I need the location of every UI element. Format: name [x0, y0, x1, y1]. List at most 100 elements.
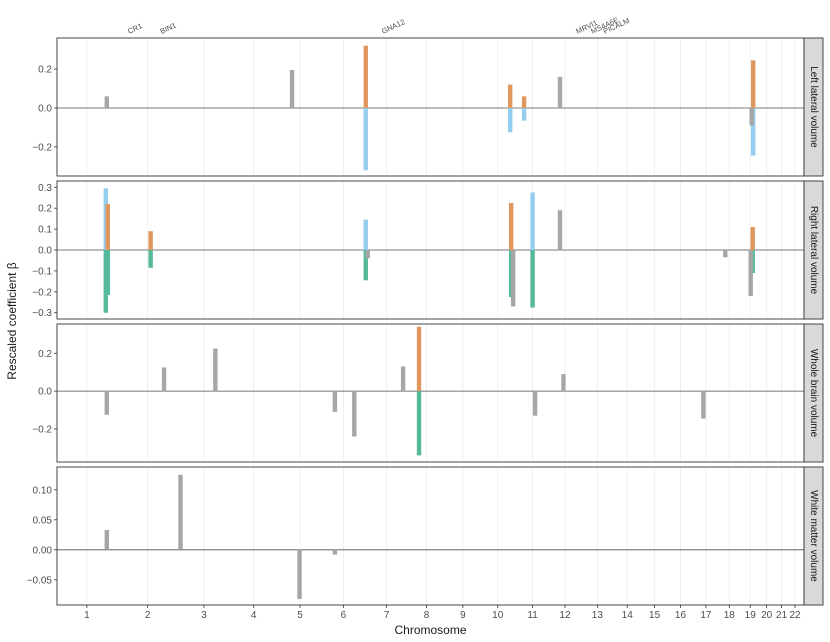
x-tick-label: 4	[251, 610, 257, 621]
x-tick-label: 15	[649, 610, 661, 621]
panel-border	[56, 37, 805, 177]
bar-mark	[363, 250, 368, 281]
y-tick-label: 0.0	[38, 387, 52, 398]
facet-panel: 0.10 0.05 0.00 −0.05 White matter volume	[27, 466, 824, 606]
facet-strip	[803, 323, 824, 463]
bar-mark	[557, 210, 563, 250]
facet-strip-label: Whole brain volume	[808, 349, 819, 438]
bar-mark	[297, 549, 302, 599]
x-tick-label: 5	[297, 610, 303, 621]
y-tick-label: −0.05	[27, 575, 53, 586]
facet-strip-label: White matter volume	[808, 490, 819, 582]
facet-panel: 0.2 0.0 −0.2 Whole brain volume	[32, 323, 824, 463]
bar-mark	[751, 60, 756, 108]
facet-panel: 0.3 0.2 0.1 0.0 −0.1 −0.2 −0.3 Right lateral vo…	[32, 180, 824, 320]
bar-mark	[751, 107, 756, 156]
bar-mark	[521, 96, 527, 108]
y-tick-label: 0.0	[38, 103, 52, 114]
gene-label: BIN1	[159, 21, 178, 36]
y-tick-label: 0.2	[38, 204, 52, 215]
x-tick-label: 12	[559, 610, 571, 621]
x-axis-title: Chromosome	[394, 623, 466, 637]
x-tick-label: 11	[527, 610, 538, 621]
bar-mark	[723, 250, 728, 258]
y-tick-label: 0.2	[38, 349, 52, 360]
bar-mark	[521, 107, 527, 121]
bar-mark	[363, 219, 368, 250]
bar-mark	[104, 391, 109, 415]
y-tick-label: 0.3	[38, 183, 52, 194]
y-tick-label: 0.0	[38, 246, 52, 257]
bar-mark	[416, 326, 422, 392]
bar-mark	[332, 391, 338, 412]
bar-mark	[289, 70, 295, 108]
panel-border	[56, 466, 805, 606]
bar-mark	[750, 227, 755, 250]
x-tick-label: 7	[384, 610, 390, 621]
facet-strip	[803, 180, 824, 320]
facet-panel: 0.2 0.0 −0.2 Left lateral volume	[32, 37, 824, 177]
y-tick-label: −0.1	[32, 266, 52, 277]
x-tick-label: 14	[622, 610, 634, 621]
y-tick-label: −0.2	[32, 424, 52, 435]
bar-mark	[749, 107, 754, 126]
bar-mark	[532, 391, 538, 416]
bar-mark	[748, 250, 753, 296]
bar-mark	[508, 202, 514, 250]
bar-mark	[148, 231, 153, 250]
x-tick-label: 2	[145, 610, 151, 621]
bar-mark	[530, 250, 535, 308]
bar-mark	[352, 391, 357, 437]
y-tick-label: 0.1	[38, 225, 52, 236]
facet-strip	[803, 466, 824, 606]
bar-mark	[363, 45, 368, 108]
gene-label: GNA12	[380, 17, 406, 36]
x-tick-label: 16	[675, 610, 687, 621]
bar-mark	[105, 250, 110, 295]
panel-layer: 0.20.0−0.2 Left lateral volume0.30.20.10.…	[27, 37, 824, 606]
bar-mark	[510, 250, 516, 307]
x-tick-label: 13	[592, 610, 604, 621]
bar-mark	[701, 391, 706, 419]
bar-mark	[363, 107, 368, 171]
bar-mark	[105, 204, 110, 250]
x-tick-label: 6	[341, 610, 347, 621]
gene-label: CR1	[126, 21, 143, 36]
y-tick-label: 0.05	[33, 515, 53, 526]
bar-mark	[104, 530, 109, 550]
bar-mark	[530, 192, 535, 250]
facet-strip-label: Right lateral volume	[808, 206, 819, 295]
bar-mark	[213, 348, 218, 392]
x-tick-label: 19	[745, 610, 757, 621]
bar-mark	[507, 107, 513, 133]
y-tick-label: −0.3	[32, 308, 52, 319]
bar-mark	[161, 367, 167, 392]
facet-strip	[803, 37, 824, 177]
bar-mark	[365, 250, 370, 259]
y-tick-label: −0.2	[32, 287, 52, 298]
x-tick-label: 1	[84, 610, 90, 621]
bar-mark	[561, 374, 566, 392]
bar-mark	[416, 391, 422, 456]
bar-mark	[178, 474, 183, 550]
y-tick-label: 0.10	[33, 485, 53, 496]
bar-mark	[507, 84, 513, 108]
x-tick-label: 10	[492, 610, 504, 621]
x-tick-label: 3	[201, 610, 207, 621]
bar-mark	[104, 96, 109, 108]
x-axis: 1 2 3 4 5 6 7 8 9 10 11 12 13 14 15 16 17 18 19 20 21 22	[84, 605, 801, 621]
x-tick-label: 20	[761, 610, 773, 621]
x-tick-label: 8	[424, 610, 430, 621]
bar-mark	[148, 250, 153, 268]
x-tick-label: 22	[789, 610, 801, 621]
y-tick-label: −0.2	[32, 142, 52, 153]
x-tick-label: 9	[460, 610, 466, 621]
panel-border	[56, 323, 805, 463]
x-tick-label: 18	[724, 610, 736, 621]
gene-label-layer: CR1BIN1GNA12MRVI1MS4A6EPICALMCD2AP	[126, 15, 631, 36]
x-tick-label: 21	[776, 610, 788, 621]
y-tick-label: 0.2	[38, 65, 52, 76]
y-axis-title: Rescaled coefficient β	[5, 262, 19, 380]
bar-mark	[557, 76, 563, 108]
